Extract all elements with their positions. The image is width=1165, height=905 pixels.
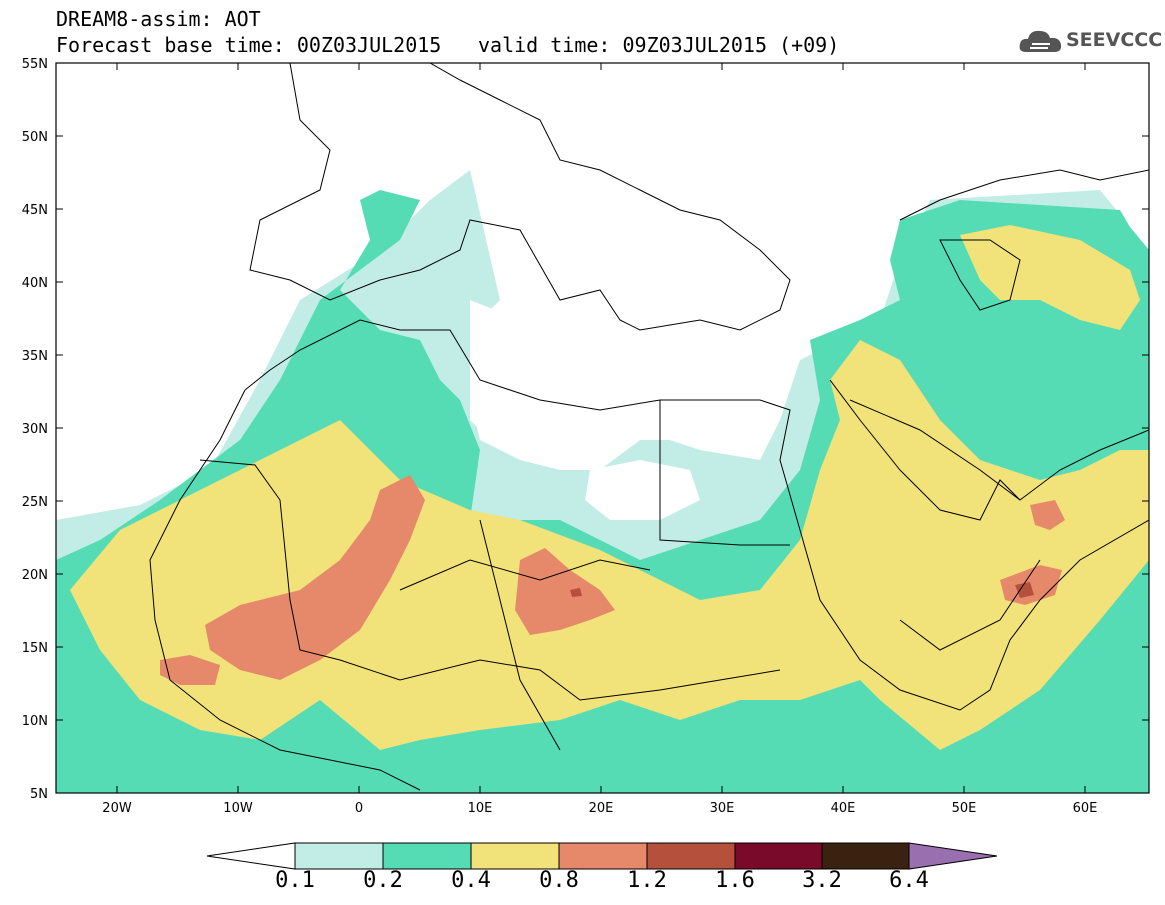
- lon-label: 30E: [710, 801, 735, 816]
- lat-label: 10N: [22, 714, 48, 729]
- lat-label: 55N: [22, 57, 48, 72]
- colorbar-label: 1.6: [715, 868, 755, 893]
- aot-field: [56, 170, 1149, 793]
- lat-label: 35N: [22, 349, 48, 364]
- colorbar-segment: [558, 842, 648, 870]
- coastlines: [149, 63, 1149, 791]
- lat-ticks: [56, 62, 1149, 794]
- colorbar-low-arrow: [206, 842, 296, 870]
- forecast-base-time: Forecast base time: 00Z03JUL2015: [56, 33, 442, 57]
- seevccc-logo: SEEVCCC: [1018, 24, 1162, 58]
- colorbar-label: 0.8: [539, 868, 579, 893]
- lat-label: 40N: [22, 276, 48, 291]
- colorbar-high-arrow: [908, 842, 998, 870]
- colorbar-segment: [294, 842, 384, 870]
- colorbar-label: 0.2: [363, 868, 403, 893]
- logo-text: SEEVCCC: [1066, 29, 1163, 51]
- colorbar-label: 3.2: [802, 868, 842, 893]
- lon-label: 60E: [1073, 801, 1098, 816]
- colorbar-label: 1.2: [627, 868, 667, 893]
- lon-label: 40E: [831, 801, 856, 816]
- lat-label: 20N: [22, 568, 48, 583]
- lon-labels: 20W 10W 0 10E 20E 30E 40E 50E 60E: [102, 801, 1097, 816]
- lon-label: 20W: [102, 801, 132, 816]
- colorbar: [206, 842, 998, 870]
- lon-label: 10E: [468, 801, 493, 816]
- lat-label: 30N: [22, 422, 48, 437]
- cloud-icon: [1019, 30, 1062, 52]
- lon-label: 20E: [589, 801, 614, 816]
- colorbar-label: 6.4: [889, 868, 929, 893]
- aot-band-0.4: [70, 340, 1149, 750]
- colorbar-segment: [734, 842, 823, 870]
- colorbar-segment: [646, 842, 736, 870]
- lat-label: 5N: [30, 787, 48, 802]
- lat-label: 45N: [22, 203, 48, 218]
- colorbar-segment: [470, 842, 560, 870]
- lat-labels: 55N 50N 45N 40N 35N 30N 25N 20N 15N 10N …: [22, 57, 48, 802]
- lat-label: 25N: [22, 495, 48, 510]
- lon-label: 50E: [952, 801, 977, 816]
- lat-label: 15N: [22, 641, 48, 656]
- lat-label: 50N: [22, 130, 48, 145]
- colorbar-label: 0.1: [275, 868, 315, 893]
- lon-ticks: [116, 63, 1086, 793]
- aot-band-0.8: [205, 475, 425, 680]
- lon-label: 0: [355, 801, 363, 816]
- colorbar-segment: [821, 842, 910, 870]
- colorbar-segment: [382, 842, 472, 870]
- valid-time: valid time: 09Z03JUL2015 (+09): [478, 33, 840, 57]
- colorbar-label: 0.4: [451, 868, 491, 893]
- lon-label: 10W: [223, 801, 253, 816]
- map-title: DREAM8-assim: AOT: [56, 7, 261, 31]
